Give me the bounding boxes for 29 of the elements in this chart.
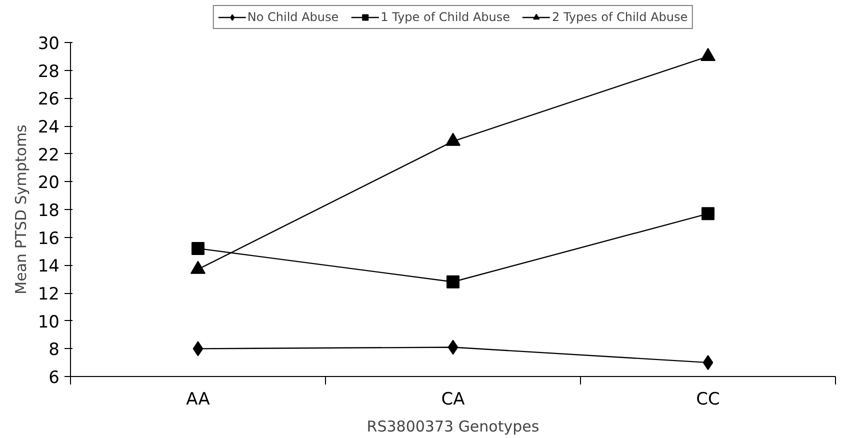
y-tick-label: 18 — [38, 201, 60, 221]
point — [446, 132, 460, 146]
legend-label: No Child Abuse — [247, 10, 339, 24]
x-tick-label: CA — [441, 390, 466, 410]
x-axis-title: RS3800373 Genotypes — [366, 418, 540, 436]
point — [700, 48, 716, 61]
point — [192, 341, 204, 356]
y-tick-label: 28 — [38, 62, 60, 82]
point — [448, 340, 458, 355]
point — [446, 275, 460, 288]
point — [702, 355, 714, 370]
y-tick-label: 16 — [38, 228, 60, 249]
x-tick-label: CC — [696, 390, 720, 410]
y-tick-label: 14 — [38, 256, 60, 277]
x-tick-label: AA — [186, 390, 210, 410]
y-tick-label: 30 — [38, 34, 60, 54]
y-tick-label: 26 — [38, 90, 60, 110]
legend-label: 2 Types of Child Abuse — [552, 10, 688, 24]
y-tick-label: 24 — [38, 118, 60, 138]
y-tick-label: 12 — [38, 284, 60, 304]
y-tick-label: 20 — [38, 173, 60, 194]
point — [702, 207, 714, 220]
y-tick-label: 22 — [38, 145, 60, 166]
point — [192, 242, 204, 255]
y-tick-label: 6 — [48, 368, 60, 388]
legend-label: 1 Type of Child Abuse — [380, 10, 510, 24]
y-tick-label: 10 — [38, 312, 60, 332]
y-tick-label: 8 — [48, 340, 60, 360]
y-axis-title: Mean PTSD Symptoms — [12, 124, 30, 294]
